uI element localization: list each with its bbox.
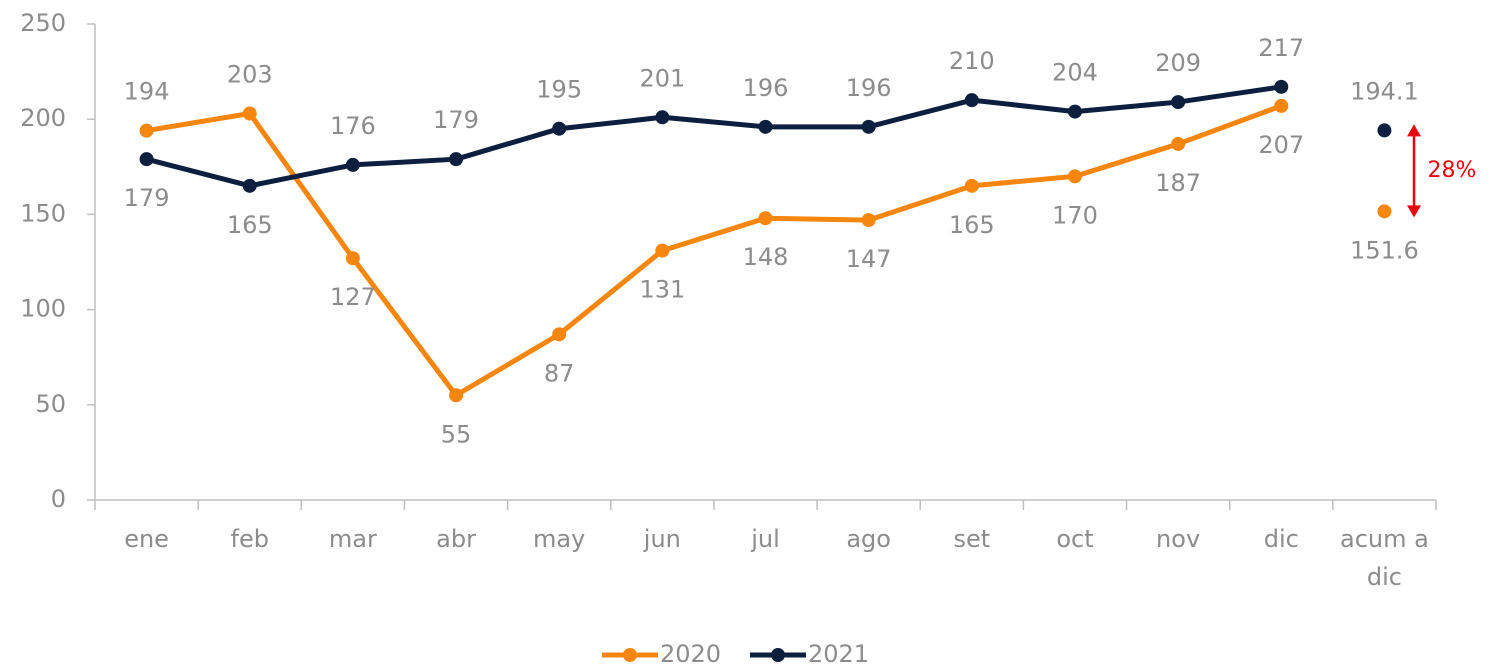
point: [552, 327, 567, 342]
x-tick-label: jun: [643, 525, 681, 553]
y-tick-label: 0: [51, 485, 66, 513]
point: [345, 157, 360, 172]
data-label: 165: [227, 211, 273, 239]
data-label: 165: [949, 211, 995, 239]
data-label: 187: [1155, 169, 1201, 197]
data-label: 210: [949, 47, 995, 75]
data-label: 151.6: [1350, 236, 1419, 264]
data-label: 127: [330, 283, 376, 311]
x-tick-label-line: acum a: [1340, 525, 1429, 553]
x-tick-label: acum a dic: [1340, 525, 1429, 591]
point: [1067, 169, 1082, 184]
arrow-head: [1407, 124, 1421, 137]
data-label: 87: [544, 359, 575, 387]
point: [1377, 204, 1392, 219]
point: [758, 119, 773, 134]
point: [1274, 79, 1289, 94]
arrow-head: [1407, 205, 1421, 218]
point: [139, 152, 154, 167]
point: [758, 211, 773, 226]
x-tick-label: set: [953, 525, 990, 553]
y-tick-label: 150: [20, 199, 66, 227]
point: [449, 152, 464, 167]
x-tick-label: ago: [846, 525, 891, 553]
legend-marker: [771, 648, 785, 662]
x-tick-label: mar: [329, 525, 377, 553]
point: [242, 178, 257, 193]
point: [861, 119, 876, 134]
data-label: 194.1: [1350, 77, 1419, 105]
point: [1067, 104, 1082, 119]
x-tick-label: ene: [124, 525, 169, 553]
annotation: 28%: [1428, 158, 1477, 183]
point: [964, 178, 979, 193]
x-tick-label: oct: [1056, 525, 1093, 553]
point: [655, 243, 670, 258]
point: [1274, 98, 1289, 113]
data-label: 217: [1258, 34, 1304, 62]
data-label: 209: [1155, 49, 1201, 77]
y-tick-label: 200: [20, 104, 66, 132]
legend-label: 2021: [808, 640, 869, 667]
y-tick-label: 250: [20, 9, 66, 37]
data-label: 201: [639, 64, 685, 92]
x-tick-label: dic: [1264, 525, 1299, 553]
legend-label: 2020: [660, 640, 721, 667]
data-label: 203: [227, 60, 273, 88]
point: [242, 106, 257, 121]
point: [449, 388, 464, 403]
data-label: 196: [743, 74, 789, 102]
data-label: 194: [124, 78, 170, 106]
x-tick-label-line: dic: [1367, 563, 1402, 591]
x-tick-label: jul: [750, 525, 780, 553]
point: [655, 110, 670, 125]
data-label: 207: [1258, 131, 1304, 159]
y-tick-label: 50: [35, 390, 66, 418]
point: [861, 213, 876, 228]
data-label: 204: [1052, 59, 1098, 87]
data-label: 176: [330, 112, 376, 140]
x-tick-label: abr: [436, 525, 476, 553]
series-line: [146, 103, 1283, 398]
data-label: 170: [1052, 201, 1098, 229]
series-line: [145, 84, 1282, 189]
x-tick-label: feb: [231, 525, 269, 553]
y-tick-label: 100: [20, 295, 66, 323]
point: [1171, 136, 1186, 151]
data-label: 131: [639, 276, 685, 304]
data-label: 179: [433, 106, 479, 134]
point: [345, 251, 360, 266]
data-label: 195: [536, 76, 582, 104]
x-tick-label: may: [533, 525, 585, 553]
legend-marker: [623, 648, 637, 662]
point: [964, 93, 979, 108]
point: [1171, 95, 1186, 110]
x-tick-label: nov: [1156, 525, 1200, 553]
point: [139, 123, 154, 138]
data-label: 179: [124, 184, 170, 212]
data-label: 196: [846, 74, 892, 102]
point: [1377, 123, 1392, 138]
data-label: 55: [441, 420, 472, 448]
point: [552, 121, 567, 136]
data-label: 148: [743, 243, 789, 271]
data-label: 147: [846, 245, 892, 273]
